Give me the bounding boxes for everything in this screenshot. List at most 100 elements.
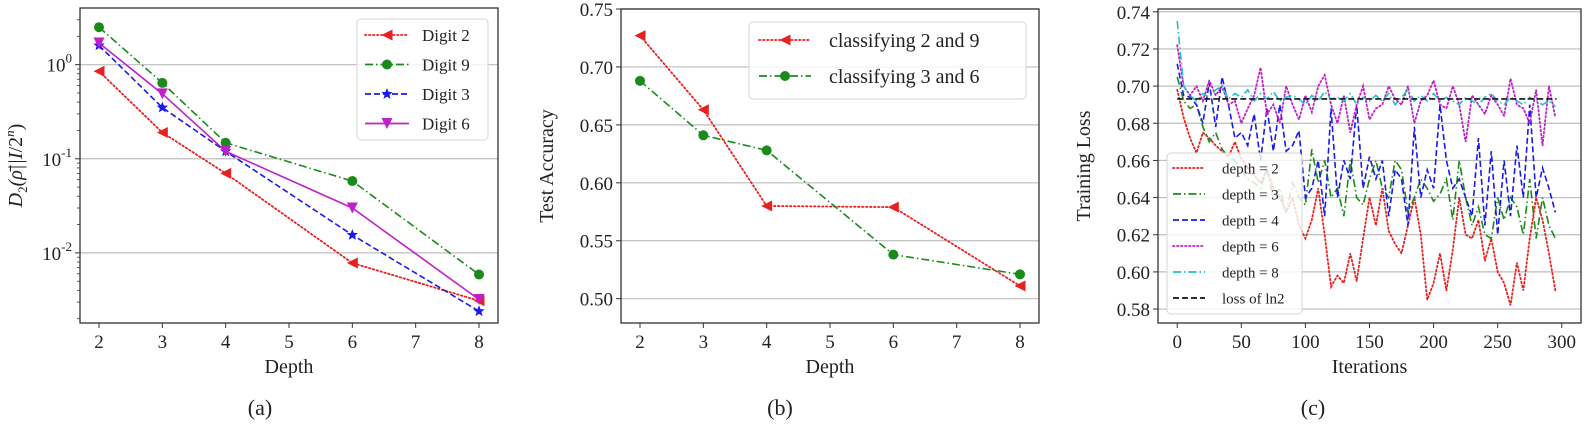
legend-digit-2-marker-icon [381, 29, 393, 41]
y-tick-label: 0.75 [580, 0, 613, 21]
x-tick-label: 3 [699, 332, 709, 353]
legend-classifying-2-and-9-marker-icon [779, 34, 791, 46]
chart-b-test-accuracy: 0.50 0.55 0.60 0.65 0.70 0.75 2 3 4 5 6 7 8 Depth Test… [536, 0, 1040, 378]
y-tick-label: 0.55 [580, 232, 613, 253]
y-tick-label: 0.58 [1117, 300, 1150, 321]
series-classifying-2-and-9-marker-icon [634, 30, 646, 42]
y-tick-label: 10-1 [42, 145, 72, 171]
y-axis-label: D2(ρ̄||I/2n) [2, 124, 30, 209]
caption-b: (b) [767, 395, 793, 420]
y-tick-label: 0.66 [1117, 151, 1150, 172]
plot-frame [620, 8, 1040, 324]
y-tick-label: 0.50 [580, 290, 613, 311]
caption-a: (a) [247, 395, 273, 420]
y-tick-label: 0.70 [1117, 77, 1150, 98]
series-classifying-3-and-6-marker-icon [888, 249, 899, 260]
y-tick-label: 0.60 [580, 174, 613, 195]
series-classifying-2-and-9-marker-icon [697, 104, 709, 116]
legend: depth = 2 depth = 3 depth = 4 depth = 6 dept… [1166, 152, 1303, 315]
y-tick-label: 0.72 [1117, 40, 1150, 61]
legend-digit-3-marker-icon [381, 88, 393, 99]
x-tick-label: 3 [158, 332, 168, 353]
series-digit-9-marker-icon [157, 77, 168, 88]
y-tick-label: 0.70 [580, 58, 613, 79]
series-depth-4-line [1176, 63, 1557, 235]
y-axis-label: Training Loss [1073, 110, 1095, 221]
series-depth-8-line [1176, 20, 1556, 108]
series-digit-9-marker-icon [474, 269, 484, 280]
series-classifying-3-and-6-marker-icon [635, 75, 645, 86]
series-digit-6-marker-icon [473, 293, 485, 305]
legend: Digit 2 Digit 9 Digit 3 Digit 6 [356, 18, 489, 141]
x-tick-label: 0 [1172, 332, 1182, 353]
x-tick-label: 100 [1291, 332, 1320, 353]
x-tick-label: 2 [635, 332, 645, 353]
legend-depth-6-label: depth = 6 [1222, 239, 1279, 255]
series-digit-9-marker-icon [94, 22, 104, 33]
legend-depth-8-label: depth = 8 [1222, 265, 1279, 281]
series-digit-6-marker-icon [156, 88, 168, 100]
x-axis-label: Depth [265, 356, 314, 378]
legend-digit-6-label: Digit 6 [422, 114, 470, 133]
x-tick-label: 7 [411, 332, 421, 353]
chart-a-depth-vs-divergence: 100 10-1 10-2 2 3 4 5 6 7 8 Depth D2(ρ̄||I/2n) Digit… [2, 7, 499, 378]
panel-c: 0.58 0.60 0.62 0.64 0.66 0.68 0.70 0.72 0.74 0 50 1… [1040, 0, 1586, 433]
series-digit-9-marker-icon [347, 176, 358, 187]
caption-c: (c) [1300, 395, 1326, 420]
series-group [634, 30, 1026, 292]
series-digit-2-marker-icon [156, 127, 168, 139]
legend-digit-9-marker-icon [382, 59, 392, 70]
chart-c-training-loss: 0.58 0.60 0.62 0.64 0.66 0.68 0.70 0.72 0.74 0 50 1… [1073, 3, 1582, 378]
legend-depth-4-label: depth = 4 [1222, 213, 1279, 229]
x-tick-label: 200 [1419, 332, 1448, 353]
series-digit-2-marker-icon [220, 167, 232, 179]
x-tick-label: 2 [94, 332, 104, 353]
series-classifying-2-and-9-marker-icon [887, 201, 899, 213]
series-classifying-3-and-6-marker-icon [1015, 269, 1025, 280]
y-tick-label: 0.65 [580, 116, 613, 137]
series-group [93, 22, 485, 317]
y-tick-label: 0.64 [1117, 189, 1151, 210]
series-digit-3-marker-icon [156, 101, 169, 113]
legend-classifying-3-and-6-label: classifying 3 and 6 [829, 66, 980, 88]
legend-digit-2-label: Digit 2 [422, 26, 470, 45]
y-axis-label: Test Accuracy [536, 109, 558, 223]
y-tick-label: 0.68 [1117, 114, 1150, 135]
legend-digit-9-label: Digit 9 [422, 55, 470, 74]
x-tick-label: 4 [221, 332, 231, 353]
legend-loss-of-ln2-label: loss of ln2 [1222, 291, 1285, 307]
x-tick-label: 8 [474, 332, 484, 353]
series-digit-3-marker-icon [473, 305, 485, 317]
series-classifying-3-and-6-marker-icon [698, 130, 709, 141]
legend-digit-3-label: Digit 3 [422, 85, 470, 104]
y-tick-label: 0.60 [1117, 263, 1150, 284]
plot-frame [1157, 8, 1582, 324]
series-classifying-3-and-6-marker-icon [761, 145, 772, 156]
x-tick-label: 8 [1015, 332, 1025, 353]
series-digit-9-marker-icon [220, 137, 231, 148]
x-tick-label: 6 [348, 332, 358, 353]
x-tick-label: 250 [1483, 332, 1512, 353]
legend-classifying-2-and-9-label: classifying 2 and 9 [829, 30, 980, 52]
legend-digit-6-marker-icon [381, 118, 393, 129]
panel-b: 0.50 0.55 0.60 0.65 0.70 0.75 2 3 4 5 6 7 8 Depth Test… [520, 0, 1040, 433]
series-digit-6-marker-icon [346, 202, 358, 214]
x-tick-label: 4 [762, 332, 772, 353]
series-digit-3-marker-icon [346, 228, 359, 240]
series-digit-2-marker-icon [93, 65, 105, 77]
legend-classifying-3-and-6-marker-icon [780, 71, 790, 81]
legend: classifying 2 and 9 classifying 3 and 6 [748, 21, 1027, 100]
x-tick-label: 150 [1355, 332, 1384, 353]
x-tick-label: 50 [1232, 332, 1251, 353]
y-tick-label: 100 [47, 51, 73, 77]
series-digit-2-marker-icon [346, 257, 358, 269]
plot-frame [79, 7, 499, 324]
series-digit-6-marker-icon [220, 145, 232, 157]
panel-a: 100 10-1 10-2 2 3 4 5 6 7 8 Depth D2(ρ̄||I/2n) Digit… [0, 0, 520, 433]
series-classifying-3-and-6-line [639, 80, 1021, 276]
series-classifying-2-and-9-marker-icon [761, 200, 773, 212]
x-tick-label: 300 [1548, 332, 1577, 353]
legend-depth-2-label: depth = 2 [1222, 161, 1279, 177]
series-depth-6-line [1176, 44, 1557, 146]
x-axis-label: Depth [806, 356, 855, 378]
